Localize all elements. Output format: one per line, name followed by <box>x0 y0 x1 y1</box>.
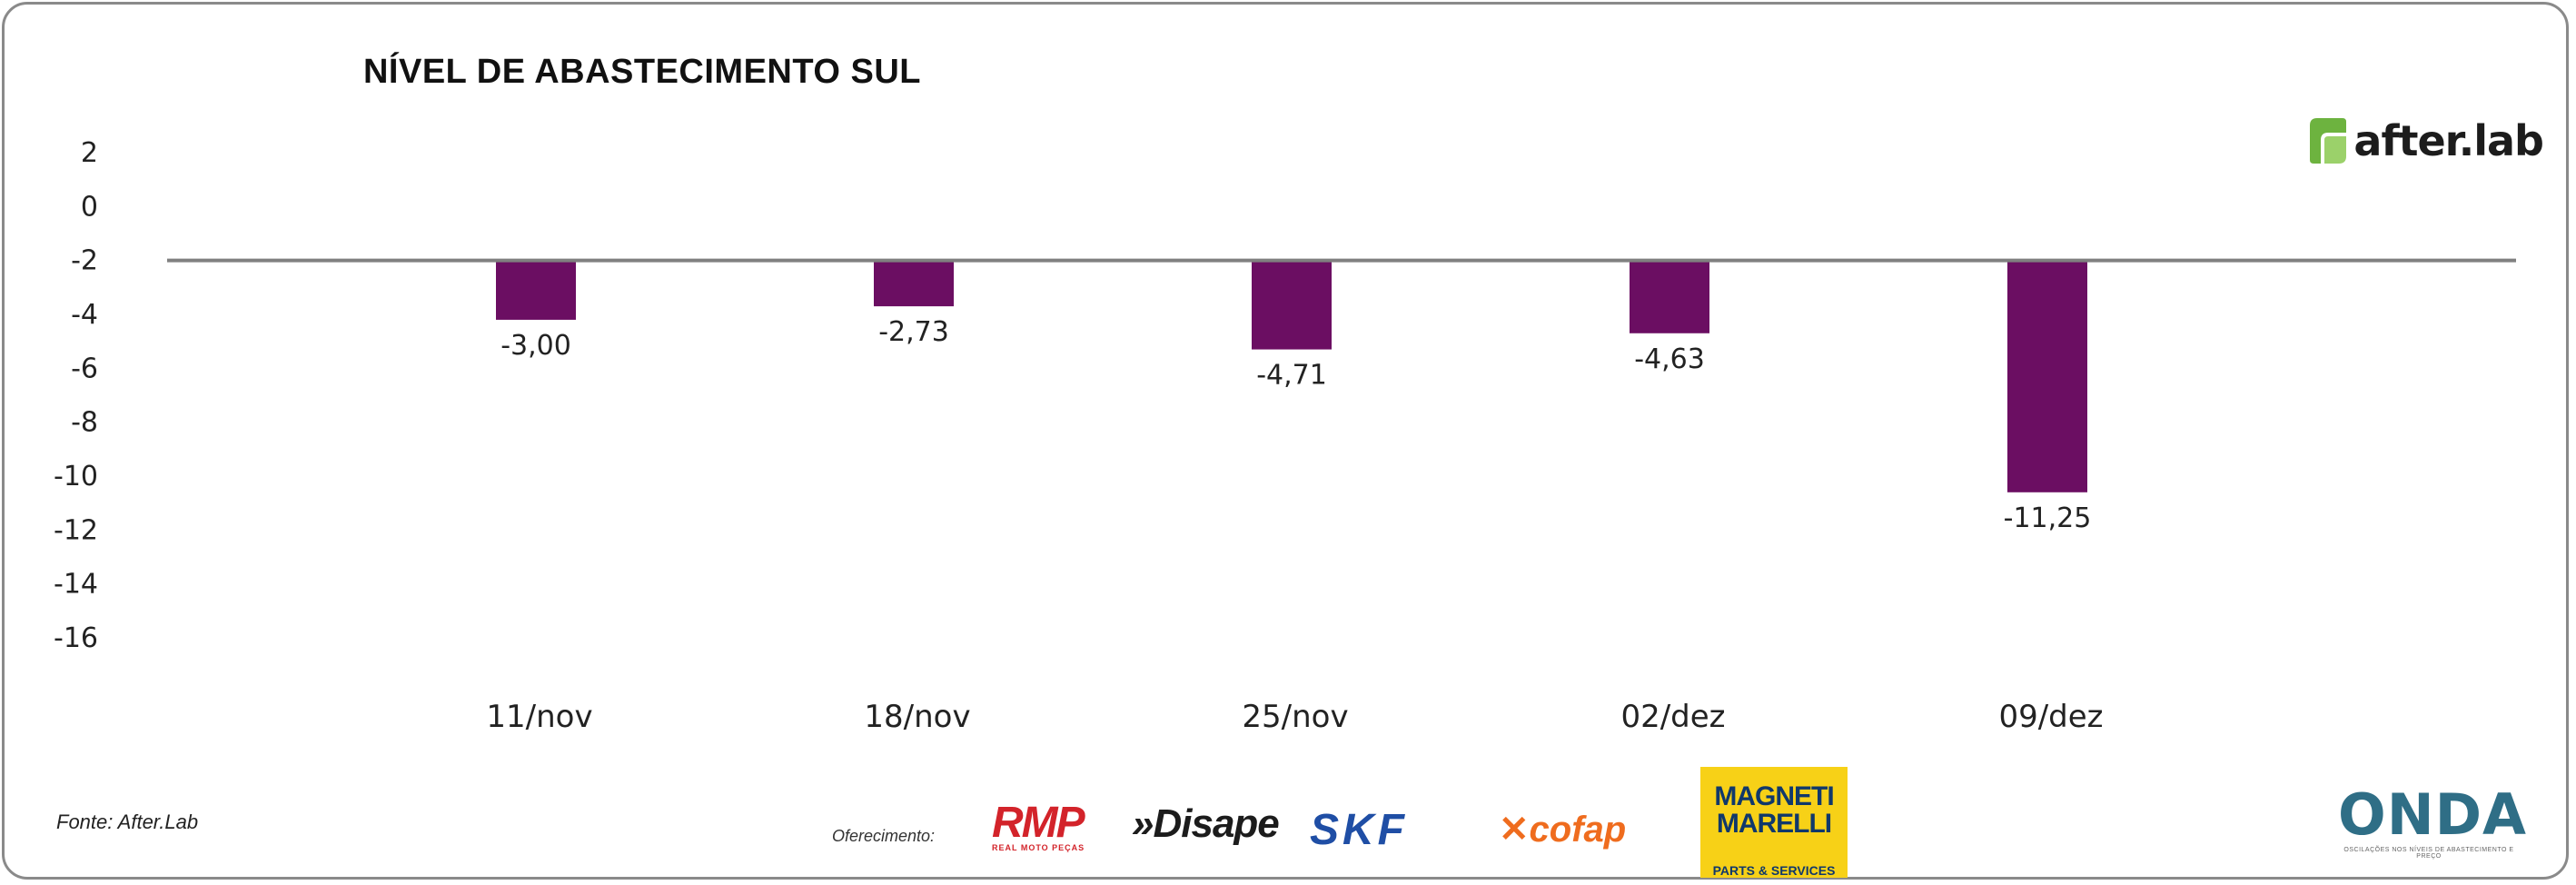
chart-title: NÍVEL DE ABASTECIMENTO SUL <box>362 53 922 91</box>
x-tick-label: 11/nov <box>486 699 592 735</box>
bar <box>874 260 954 307</box>
magneti-line2: MARELLI <box>1716 809 1832 839</box>
y-tick-label: -6 <box>71 353 98 384</box>
skf-logo: SKF <box>1310 806 1408 854</box>
x-tick-label: 02/dez <box>1620 699 1725 735</box>
x-tick-label: 09/dez <box>1998 699 2103 735</box>
y-tick-label: -12 <box>54 514 98 546</box>
x-tick-label: 18/nov <box>864 699 970 735</box>
y-tick-label: 0 <box>81 191 98 223</box>
source-note: Fonte: After.Lab <box>56 810 199 833</box>
data-label: -2,73 <box>878 316 949 348</box>
onda-logo-subtext: OSCILAÇÕES NOS NÍVEIS DE ABASTECIMENTO E… <box>2343 847 2514 860</box>
y-tick-label: -16 <box>54 622 98 654</box>
afterlab-logo-text: after.lab <box>2353 116 2544 165</box>
onda-logo-text: ONDA <box>2338 781 2528 848</box>
bar <box>1252 260 1332 350</box>
cofap-x-icon: ✕ <box>1499 810 1530 850</box>
bar <box>496 260 576 320</box>
y-tick-label: -8 <box>71 407 98 439</box>
data-label: -4,63 <box>1634 343 1705 375</box>
y-tick-label: 2 <box>81 137 98 169</box>
y-tick-label: -14 <box>54 569 98 601</box>
bar <box>2007 260 2087 492</box>
rmp-logo-subtext: REAL MOTO PEÇAS <box>992 843 1085 852</box>
x-tick-label: 25/nov <box>1242 699 1348 735</box>
bar <box>1630 260 1709 333</box>
data-label: -3,00 <box>500 330 571 362</box>
rmp-logo: RMP REAL MOTO PEÇAS <box>992 801 1112 853</box>
data-label: -11,25 <box>2004 502 2092 534</box>
magneti-marelli-logo: MAGNETI MARELLI PARTS & SERVICES <box>1700 767 1848 878</box>
afterlab-logo: after.lab <box>2306 116 2544 165</box>
data-label: -4,71 <box>1256 360 1327 392</box>
y-tick-label: -4 <box>71 299 98 331</box>
rmp-logo-text: RMP <box>992 799 1085 847</box>
disape-logo: »Disape <box>1132 801 1280 846</box>
sponsor-label: Oferecimento: <box>832 827 936 845</box>
y-tick-label: -2 <box>71 245 98 277</box>
magneti-line1: MAGNETI <box>1714 781 1834 811</box>
afterlab-leaf-icon <box>2306 116 2348 165</box>
magneti-subtext: PARTS & SERVICES <box>1712 863 1836 878</box>
onda-logo: ONDA OSCILAÇÕES NOS NÍVEIS DE ABASTECIME… <box>2338 781 2528 860</box>
cofap-logo-text: cofap <box>1529 810 1627 850</box>
y-tick-label: -10 <box>54 461 98 492</box>
cofap-logo: ✕cofap <box>1499 809 1626 850</box>
